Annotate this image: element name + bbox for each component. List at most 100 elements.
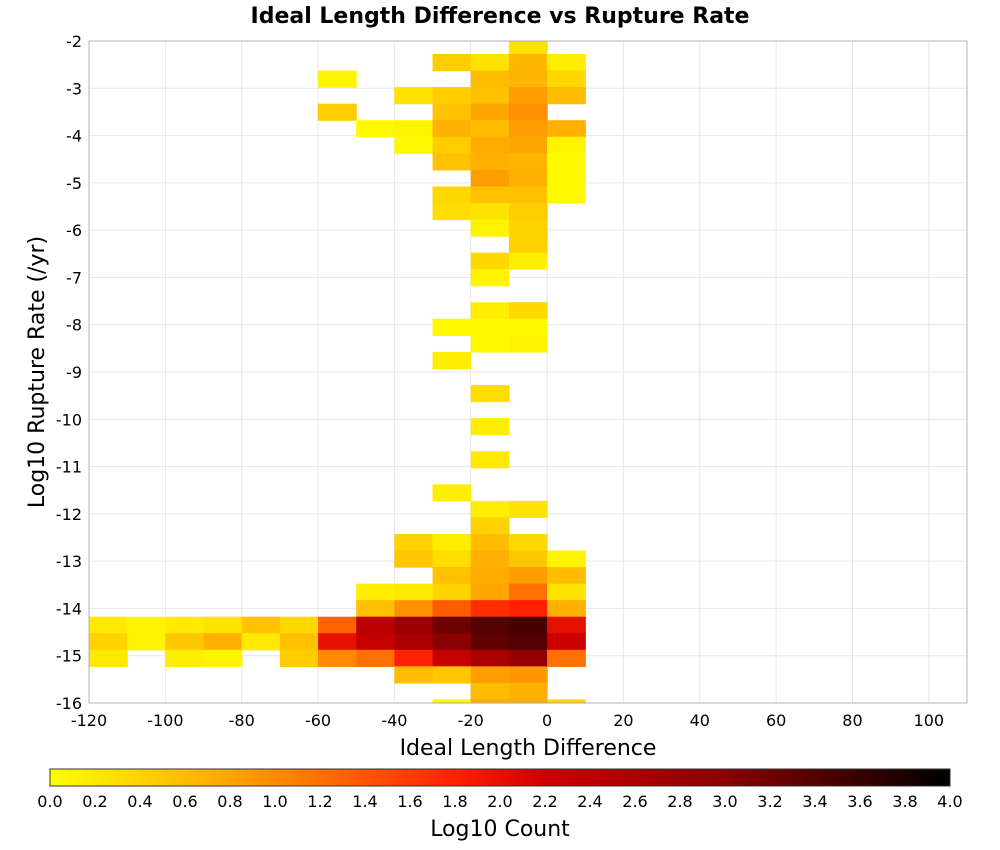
heatmap-cell (470, 269, 510, 287)
heatmap-cell (508, 616, 548, 634)
heatmap-cell (165, 633, 205, 651)
heatmap-cell (394, 600, 434, 618)
heatmap-cell (508, 169, 548, 188)
heatmap-cell (470, 302, 510, 320)
heatmap-cell (470, 682, 510, 701)
heatmap-cell (470, 550, 510, 568)
heatmap-cell (165, 649, 205, 667)
heatmap-cell (356, 120, 395, 138)
heatmap-cell (394, 633, 434, 651)
heatmap-cell (547, 120, 586, 138)
heatmap-cell (547, 153, 586, 171)
heatmap-cell (470, 120, 510, 138)
heatmap-cell (508, 70, 548, 88)
heatmap-cell (508, 186, 548, 204)
heatmap-cell (508, 550, 548, 568)
heatmap-cell (241, 616, 281, 634)
heatmap-cell (470, 335, 510, 353)
heatmap-cell (470, 616, 510, 634)
y-tick-label: -7 (66, 268, 82, 287)
colorbar-tick-label: 3.6 (847, 792, 872, 811)
heatmap-cell (203, 633, 243, 651)
heatmap-cell (470, 202, 510, 221)
heatmap-cell (547, 567, 586, 585)
heatmap-cell (432, 533, 472, 552)
heatmap-cell (394, 583, 434, 601)
heatmap-cell (432, 600, 472, 618)
heatmap-cell (508, 54, 548, 72)
colorbar-tick-label: 1.8 (442, 792, 467, 811)
heatmap-cell (547, 649, 586, 667)
heatmap-cell (318, 103, 357, 121)
heatmap-cell (89, 649, 128, 667)
heatmap-cell (547, 600, 586, 618)
heatmap-cell (470, 666, 510, 684)
heatmap-cell (394, 120, 434, 138)
x-tick-labels: -120 -100 -80 -60 -40 -20 0 20 40 60 80 100 (71, 711, 944, 730)
heatmap-cell (394, 666, 434, 684)
heatmap-cell (508, 649, 548, 667)
heatmap-cell (356, 616, 395, 634)
heatmap-cell (279, 649, 319, 667)
y-tick-label: -15 (56, 647, 82, 666)
y-tick-label: -9 (66, 363, 82, 382)
heatmap-cell (470, 583, 510, 601)
colorbar-tick-label: 1.0 (262, 792, 287, 811)
heatmap-cell (432, 649, 472, 667)
x-tick-label: 20 (613, 711, 633, 730)
x-tick-label: -60 (305, 711, 331, 730)
heatmap-cell (508, 219, 548, 237)
heatmap-cell (547, 70, 586, 88)
colorbar (49, 768, 951, 787)
heatmap-cell (127, 633, 166, 651)
colorbar-tick-label: 4.0 (937, 792, 962, 811)
heatmap-cell (470, 103, 510, 121)
heatmap-cell (470, 699, 510, 704)
colorbar-tick-label: 3.4 (802, 792, 827, 811)
colorbar-tick-label: 2.8 (667, 792, 692, 811)
heatmap-cell (432, 136, 472, 154)
colorbar-tick-label: 0.0 (37, 792, 62, 811)
heatmap-cell (432, 318, 472, 336)
heatmap-cell (470, 385, 510, 403)
heatmap-cell (547, 550, 586, 568)
x-tick-label: -40 (381, 711, 407, 730)
heatmap-cell (394, 87, 434, 105)
y-tick-label: -12 (56, 505, 82, 524)
heatmap-cell (470, 169, 510, 188)
heatmap-cell (470, 54, 510, 72)
colorbar-tick-label: 2.6 (622, 792, 647, 811)
y-tick-label: -11 (56, 458, 82, 477)
x-tick-label: -20 (458, 711, 484, 730)
heatmap-cell (432, 351, 472, 370)
heatmap-cell (394, 649, 434, 667)
heatmap-cell (89, 633, 128, 651)
y-tick-labels: -2 -3 -4 -5 -6 -7 -8 -9 -10 -11 -12 -13 -14 -15 -16 (56, 32, 82, 713)
y-tick-label: -13 (56, 552, 82, 571)
y-tick-label: -2 (66, 32, 82, 51)
colorbar-tick-label: 2.2 (532, 792, 557, 811)
y-tick-label: -8 (66, 316, 82, 335)
heatmap-cell (508, 533, 548, 552)
heatmap-cell (318, 633, 357, 651)
heatmap-cell (508, 252, 548, 270)
heatmap-cell (432, 186, 472, 204)
heatmap-cell (470, 252, 510, 270)
heatmap-cell (508, 682, 548, 701)
heatmap-cell (318, 649, 357, 667)
heatmap-cell (432, 567, 472, 585)
y-tick-label: -10 (56, 410, 82, 429)
heatmap-cell (394, 136, 434, 154)
heatmap-cell (432, 103, 472, 121)
heatmap-cell (203, 649, 243, 667)
heatmap-cell (432, 699, 472, 704)
colorbar-tick-label: 1.6 (397, 792, 422, 811)
heatmap-cell (508, 103, 548, 121)
colorbar-tick-label: 0.4 (127, 792, 152, 811)
heatmap-cell (318, 70, 357, 88)
heatmap-cell (547, 633, 586, 651)
heatmap-cell (508, 236, 548, 254)
heatmap-cell (470, 500, 510, 519)
heatmap-cell (508, 302, 548, 320)
